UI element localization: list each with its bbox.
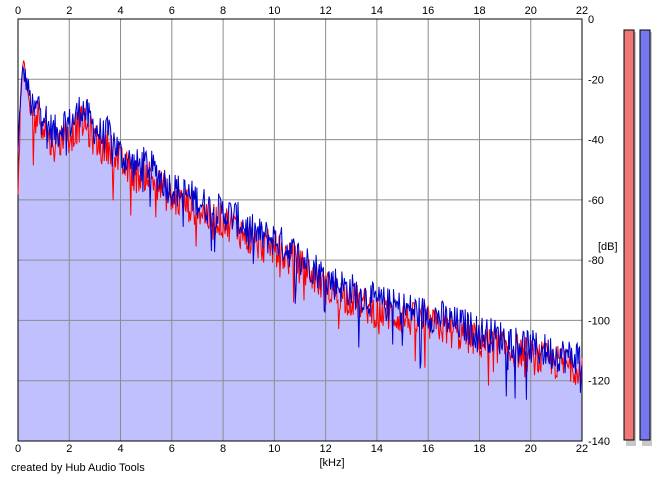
- x-tick-label-top: 18: [473, 5, 485, 17]
- x-tick-label-top: 16: [422, 5, 434, 17]
- series-line-blue: [17, 65, 583, 400]
- x-tick-label-top: 2: [66, 5, 72, 17]
- left-level-meter: [623, 29, 635, 441]
- x-tick-label-bottom: 4: [117, 443, 123, 455]
- y-tick-label: 0: [588, 14, 594, 26]
- credit-text: created by Hub Audio Tools: [11, 462, 145, 474]
- x-tick-label-bottom: 2: [66, 443, 72, 455]
- spectrum-fill-area: [18, 65, 582, 442]
- level-meters: [623, 29, 652, 446]
- plot-border: [17, 18, 583, 442]
- x-tick-label-bottom: 20: [525, 443, 537, 455]
- x-tick-label-bottom: 10: [268, 443, 280, 455]
- axis-layer: 002244668810101212141416161818202022220-…: [15, 5, 610, 455]
- series-layer: [17, 60, 583, 400]
- y-tick-label: -120: [588, 376, 610, 388]
- y-tick-label: -60: [588, 195, 604, 207]
- x-tick-label-bottom: 14: [371, 443, 383, 455]
- plot-layer: [18, 19, 582, 442]
- x-axis-label: [kHz]: [319, 457, 344, 469]
- x-tick-label-bottom: 18: [473, 443, 485, 455]
- right-level-meter: [639, 29, 651, 441]
- x-tick-label-top: 10: [268, 5, 280, 17]
- x-tick-label-top: 8: [220, 5, 226, 17]
- x-tick-label-top: 20: [525, 5, 537, 17]
- x-tick-label-bottom: 6: [169, 443, 175, 455]
- y-axis-label: [dB]: [598, 241, 618, 253]
- y-tick-label: -40: [588, 135, 604, 147]
- x-tick-label-bottom: 8: [220, 443, 226, 455]
- y-tick-label: -20: [588, 74, 604, 86]
- x-tick-label-top: 14: [371, 5, 383, 17]
- x-tick-label-bottom: 12: [320, 443, 332, 455]
- y-tick-label: -80: [588, 255, 604, 267]
- x-tick-label-bottom: 16: [422, 443, 434, 455]
- x-tick-label-top: 4: [117, 5, 123, 17]
- y-tick-label: -140: [588, 436, 610, 448]
- x-tick-label-top: 6: [169, 5, 175, 17]
- x-tick-label-bottom: 22: [576, 443, 588, 455]
- x-tick-label-bottom: 0: [15, 443, 21, 455]
- y-tick-label: -100: [588, 315, 610, 327]
- grid-layer: [17, 18, 583, 442]
- x-tick-label-top: 22: [576, 5, 588, 17]
- x-tick-label-top: 12: [320, 5, 332, 17]
- x-tick-label-top: 0: [15, 5, 21, 17]
